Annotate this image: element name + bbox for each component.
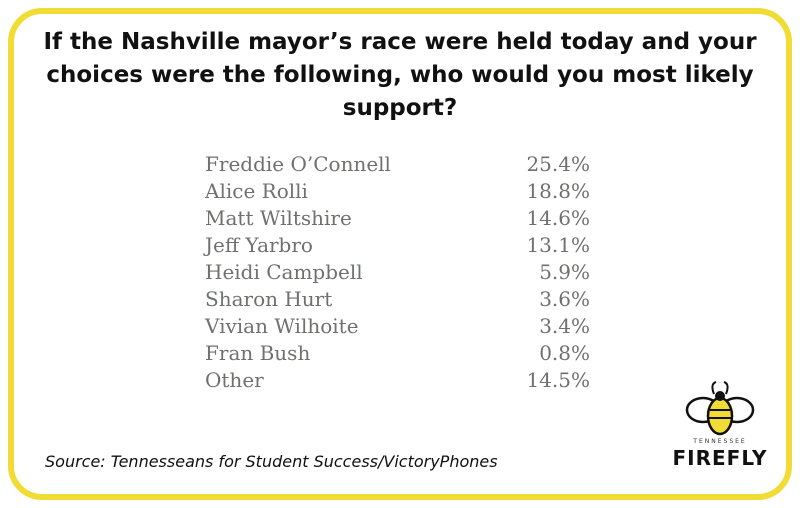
logo-name: FIREFLY — [672, 446, 768, 470]
table-row: Heidi Campbell 5.9% — [205, 259, 590, 286]
title: If the Nashville mayor’s race were held … — [43, 29, 757, 121]
table-row: Fran Bush 0.8% — [205, 340, 590, 367]
candidate-share: 3.6% — [539, 287, 590, 311]
candidate-share: 5.9% — [539, 260, 590, 284]
table-row: Other 14.5% — [205, 367, 590, 394]
candidate-share: 18.8% — [526, 179, 590, 203]
candidate-share: 0.8% — [539, 341, 590, 365]
candidate-share: 3.4% — [539, 314, 590, 338]
candidate-name: Fran Bush — [205, 341, 311, 365]
table-row: Sharon Hurt 3.6% — [205, 286, 590, 313]
candidate-name: Vivian Wilhoite — [205, 314, 359, 338]
table-row: Vivian Wilhoite 3.4% — [205, 313, 590, 340]
candidate-name: Matt Wiltshire — [205, 206, 352, 230]
candidate-share: 25.4% — [526, 152, 590, 176]
candidate-name: Heidi Campbell — [205, 260, 363, 284]
candidate-share: 14.5% — [526, 368, 590, 392]
candidate-name: Jeff Yarbro — [205, 233, 313, 257]
frame — [8, 8, 792, 500]
results-table: Freddie O’Connell 25.4% Alice Rolli 18.8% Ma… — [205, 151, 590, 394]
table-row: Freddie O’Connell 25.4% — [205, 151, 590, 178]
candidate-name: Sharon Hurt — [205, 287, 333, 311]
candidate-share: 13.1% — [526, 233, 590, 257]
candidate-share: 14.6% — [526, 206, 590, 230]
candidate-name: Alice Rolli — [205, 179, 308, 203]
logo-state: TENNESSEE — [693, 438, 747, 445]
candidate-name: Freddie O’Connell — [205, 152, 391, 176]
table-row: Alice Rolli 18.8% — [205, 178, 590, 205]
logo: TENNESSEE FIREFLY — [670, 380, 775, 475]
table-row: Jeff Yarbro 13.1% — [205, 232, 590, 259]
firefly-icon — [685, 381, 755, 436]
source: Source: Tennesseans for Student Success/… — [45, 452, 498, 471]
table-row: Matt Wiltshire 14.6% — [205, 205, 590, 232]
candidate-name: Other — [205, 368, 264, 392]
